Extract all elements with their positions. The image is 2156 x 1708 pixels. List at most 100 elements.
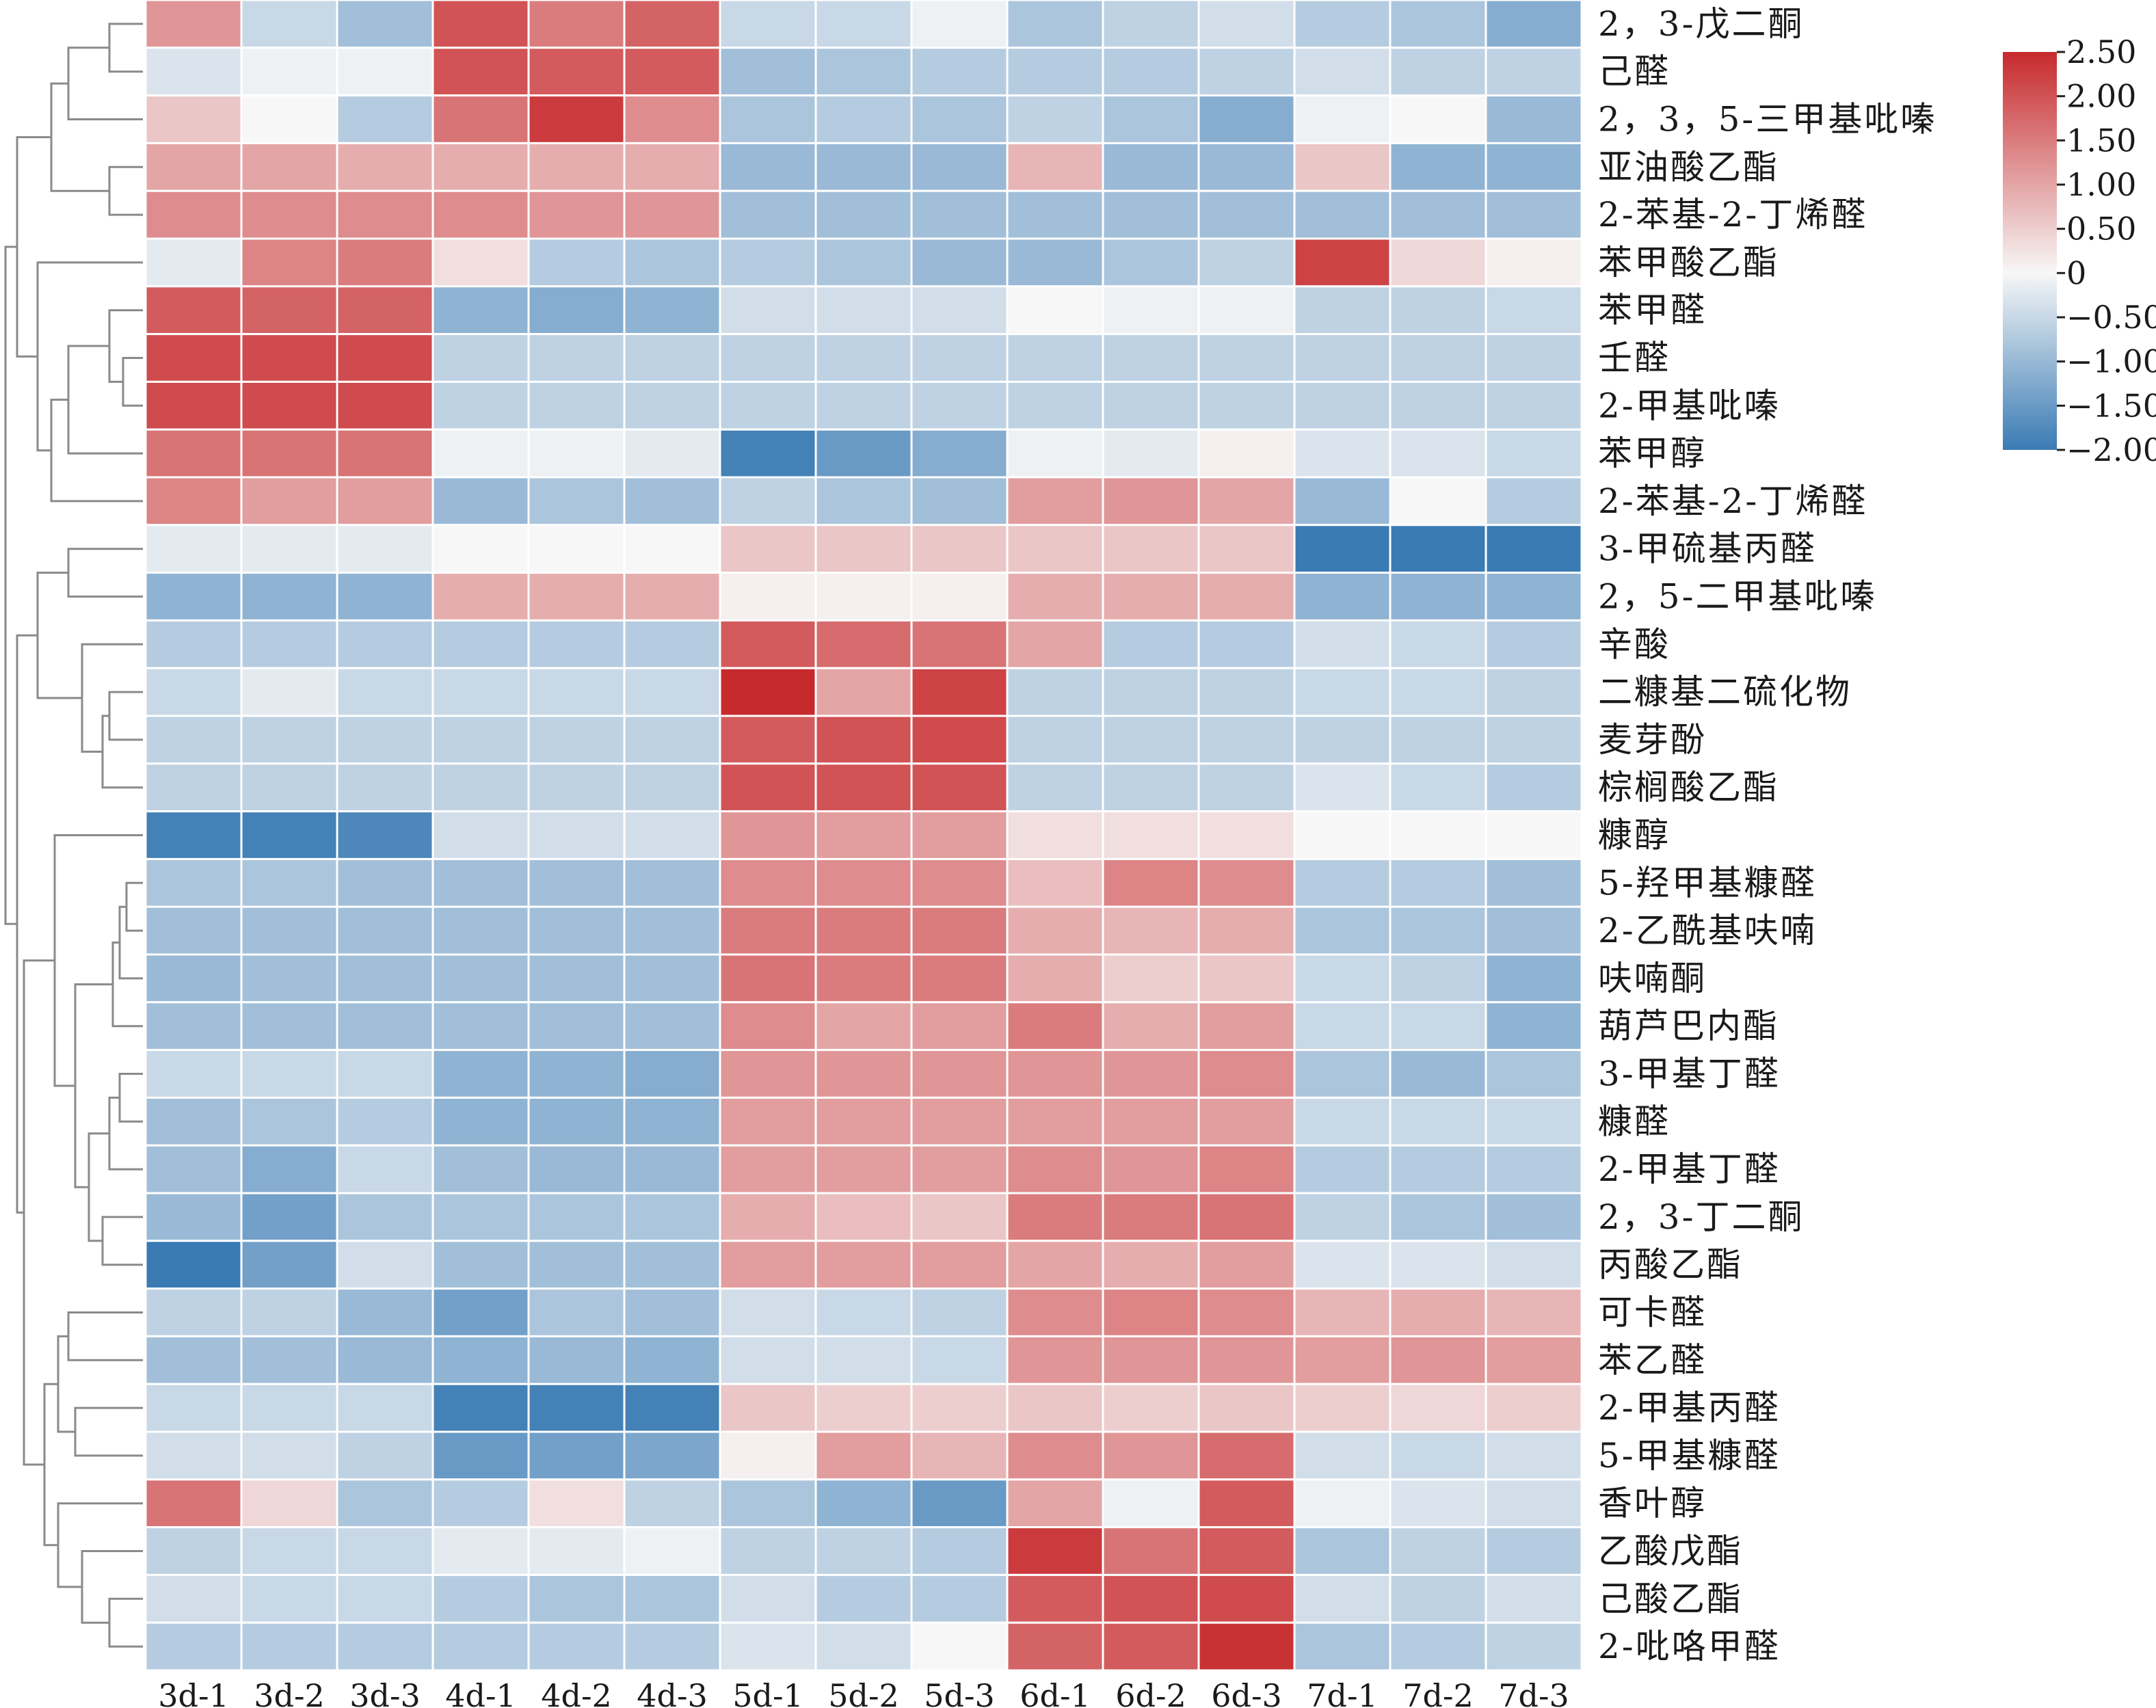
- heatmap-cell: [623, 715, 721, 765]
- heatmap-cell: [1293, 715, 1392, 765]
- heatmap-cell: [336, 1192, 434, 1242]
- heatmap-cell: [527, 524, 626, 574]
- heatmap-cell: [431, 94, 530, 144]
- heatmap-cell: [336, 428, 434, 479]
- heatmap-cell: [431, 1096, 530, 1147]
- heatmap-cell: [814, 46, 913, 97]
- heatmap-cell: [623, 1049, 721, 1099]
- heatmap-cell: [814, 1049, 913, 1099]
- heatmap-cell: [336, 333, 434, 383]
- heatmap-cell: [910, 1240, 1009, 1290]
- row-label: 二糠基二硫化物: [1598, 672, 1852, 712]
- heatmap-cell: [623, 1192, 721, 1242]
- row-label: 2-吡咯甲醛: [1598, 1627, 1781, 1666]
- heatmap-cell: [719, 905, 817, 956]
- heatmap-cell: [1485, 428, 1583, 479]
- heatmap-cell: [814, 380, 913, 431]
- heatmap-cell: [1006, 953, 1104, 1004]
- heatmap-cell: [910, 619, 1009, 669]
- heatmap-cell: [527, 1621, 626, 1672]
- heatmap-cell: [814, 285, 913, 336]
- heatmap-cell: [1293, 905, 1392, 956]
- heatmap-cell: [336, 1573, 434, 1624]
- heatmap-cell: [1006, 1621, 1104, 1672]
- heatmap-cell: [1293, 857, 1392, 908]
- heatmap-cell: [1389, 667, 1487, 717]
- heatmap-cell: [527, 1144, 626, 1195]
- dendrogram-branch: [23, 959, 55, 1466]
- dendrogram-branch: [108, 23, 143, 73]
- heatmap-cell: [814, 762, 913, 813]
- heatmap-cell: [240, 857, 338, 908]
- heatmap-cell: [1389, 715, 1487, 765]
- heatmap-cell: [144, 1144, 243, 1195]
- heatmap-cell: [1293, 1573, 1392, 1624]
- heatmap-cell: [1006, 857, 1104, 908]
- heatmap-cell: [1293, 1240, 1392, 1290]
- heatmap-cell: [814, 1430, 913, 1481]
- heatmap-cell: [1102, 1383, 1200, 1433]
- heatmap-cell: [1485, 142, 1583, 192]
- heatmap-cell: [240, 94, 338, 144]
- column-label: 6d-3: [1211, 1677, 1282, 1708]
- heatmap-cell: [1293, 46, 1392, 97]
- heatmap-cell: [431, 285, 530, 336]
- heatmap-cell: [527, 810, 626, 860]
- dendrogram-branch: [50, 399, 143, 503]
- heatmap-cell: [1006, 1096, 1104, 1147]
- heatmap-cell: [1006, 715, 1104, 765]
- heatmap-cell: [431, 333, 530, 383]
- row-label: 乙酸戊酯: [1598, 1532, 1743, 1571]
- heatmap-cell: [144, 905, 243, 956]
- heatmap-cell: [1389, 94, 1487, 144]
- dendrogram-branch: [16, 634, 38, 1214]
- heatmap-cell: [240, 1096, 338, 1147]
- colorbar-tick-label: 2.00: [2066, 78, 2136, 115]
- colorbar-tick-label: 2.50: [2066, 34, 2136, 70]
- heatmap-cell: [1102, 94, 1200, 144]
- heatmap-cell: [1102, 1430, 1200, 1481]
- heatmap-cell: [719, 953, 817, 1004]
- heatmap-cell: [527, 1335, 626, 1385]
- heatmap-cell: [1389, 1383, 1487, 1433]
- heatmap-cell: [144, 953, 243, 1004]
- heatmap-cell: [623, 953, 721, 1004]
- heatmap-cell: [1197, 572, 1296, 622]
- heatmap-cell: [623, 428, 721, 479]
- heatmap-cell: [1006, 1430, 1104, 1481]
- heatmap-cell: [910, 1335, 1009, 1385]
- row-label: 5-甲基糠醛: [1598, 1436, 1781, 1476]
- heatmap-cell: [1485, 1430, 1583, 1481]
- dendrogram-branch: [108, 165, 143, 216]
- dendrogram-branch: [111, 942, 143, 1028]
- heatmap-cell: [1485, 1478, 1583, 1529]
- heatmap-cell: [240, 428, 338, 479]
- heatmap-cell: [431, 1049, 530, 1099]
- dendrogram-branch: [88, 1132, 109, 1242]
- heatmap-cell: [336, 1001, 434, 1052]
- heatmap-cell: [1389, 1144, 1487, 1195]
- heatmap-cell: [814, 1526, 913, 1576]
- heatmap-cell: [1485, 857, 1583, 908]
- heatmap-cell: [1389, 810, 1487, 860]
- heatmap-cell: [527, 285, 626, 336]
- heatmap-cell: [910, 237, 1009, 288]
- heatmap-cell: [623, 0, 721, 49]
- heatmap-cell: [1197, 428, 1296, 479]
- heatmap-cell: [431, 46, 530, 97]
- row-label: 2，3-丁二酮: [1598, 1197, 1805, 1237]
- heatmap-cell: [719, 1526, 817, 1576]
- heatmap-cell: [1485, 1526, 1583, 1576]
- heatmap-cell: [814, 94, 913, 144]
- heatmap-cell: [336, 380, 434, 431]
- heatmap-cell: [1006, 810, 1104, 860]
- heatmap-cell: [623, 237, 721, 288]
- heatmap-cell: [1197, 1478, 1296, 1529]
- heatmap-cell: [1389, 905, 1487, 956]
- dendrogram-branch: [108, 309, 143, 383]
- heatmap-cell: [623, 380, 721, 431]
- heatmap-cell: [814, 524, 913, 574]
- heatmap-cell: [1102, 905, 1200, 956]
- heatmap-cell: [1485, 524, 1583, 574]
